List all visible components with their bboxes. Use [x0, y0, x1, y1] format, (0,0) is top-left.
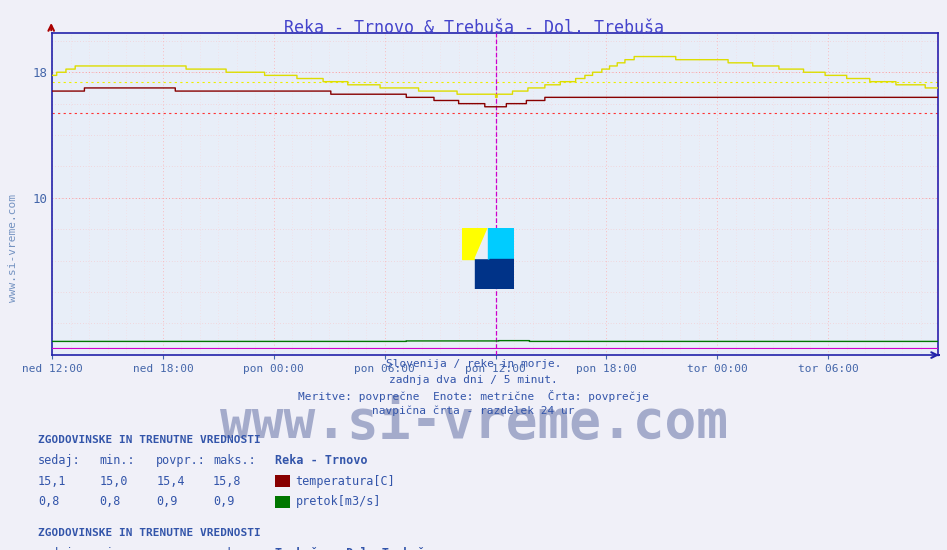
Polygon shape: [489, 228, 514, 258]
Text: 0,8: 0,8: [99, 496, 121, 508]
Text: temperatura[C]: temperatura[C]: [295, 475, 395, 487]
Text: povpr.:: povpr.:: [156, 454, 206, 466]
Text: 0,8: 0,8: [38, 496, 60, 508]
Text: maks.:: maks.:: [213, 454, 256, 466]
Text: Reka - Trnovo & Trebuša - Dol. Trebuša: Reka - Trnovo & Trebuša - Dol. Trebuša: [283, 19, 664, 37]
Text: Trebuša - Dol. Trebuša: Trebuša - Dol. Trebuša: [275, 547, 432, 550]
Polygon shape: [489, 228, 501, 258]
Text: 15,1: 15,1: [38, 475, 66, 487]
Text: ZGODOVINSKE IN TRENUTNE VREDNOSTI: ZGODOVINSKE IN TRENUTNE VREDNOSTI: [38, 434, 260, 445]
Text: maks.:: maks.:: [213, 547, 256, 550]
Text: 0,9: 0,9: [156, 496, 178, 508]
Polygon shape: [475, 258, 514, 289]
Text: zadnja dva dni / 5 minut.: zadnja dva dni / 5 minut.: [389, 375, 558, 384]
Text: sedaj:: sedaj:: [38, 547, 80, 550]
Polygon shape: [462, 228, 489, 258]
Text: povpr.:: povpr.:: [156, 547, 206, 550]
Text: ZGODOVINSKE IN TRENUTNE VREDNOSTI: ZGODOVINSKE IN TRENUTNE VREDNOSTI: [38, 527, 260, 538]
Text: min.:: min.:: [99, 454, 135, 466]
Text: 15,8: 15,8: [213, 475, 241, 487]
Text: sedaj:: sedaj:: [38, 454, 80, 466]
Text: www.si-vreme.com: www.si-vreme.com: [220, 398, 727, 449]
Text: 15,0: 15,0: [99, 475, 128, 487]
Text: Slovenija / reke in morje.: Slovenija / reke in morje.: [385, 359, 562, 369]
Text: Meritve: povprečne  Enote: metrične  Črta: povprečje: Meritve: povprečne Enote: metrične Črta:…: [298, 390, 649, 402]
Text: navpična črta - razdelek 24 ur: navpična črta - razdelek 24 ur: [372, 405, 575, 416]
Text: min.:: min.:: [99, 547, 135, 550]
Text: 0,9: 0,9: [213, 496, 235, 508]
Polygon shape: [475, 228, 489, 258]
Text: pretok[m3/s]: pretok[m3/s]: [295, 496, 381, 508]
Text: www.si-vreme.com: www.si-vreme.com: [8, 194, 18, 301]
Text: Reka - Trnovo: Reka - Trnovo: [275, 454, 367, 466]
Text: 15,4: 15,4: [156, 475, 185, 487]
